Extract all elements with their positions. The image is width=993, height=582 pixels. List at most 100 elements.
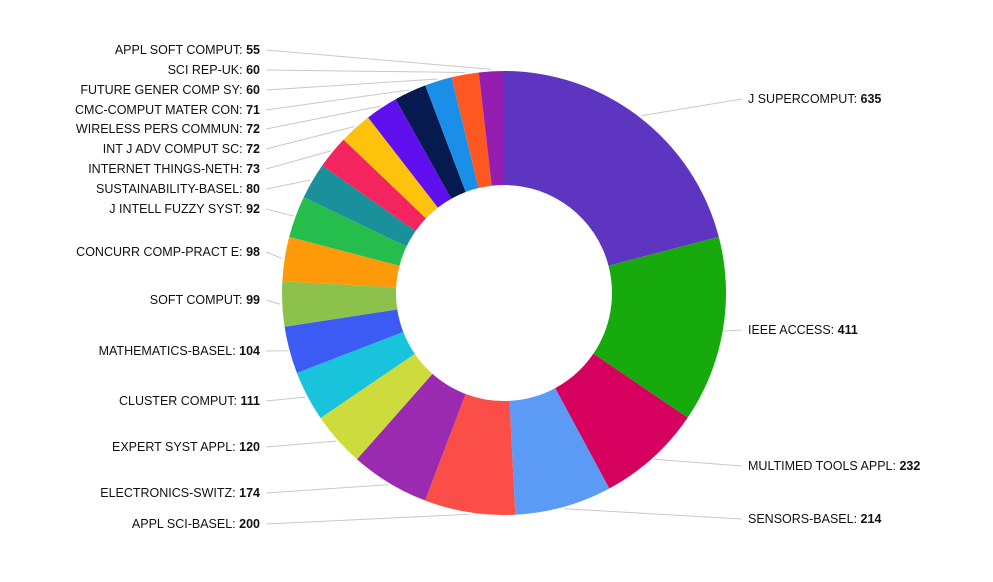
slice-cluster-comput xyxy=(296,331,415,419)
label-expert-syst-appl: EXPERT SYST APPL: 120 xyxy=(112,440,260,454)
label-name: APPL SCI-BASEL: xyxy=(132,517,239,531)
label-value: 73 xyxy=(246,162,260,176)
leader-concurr-comp-pract-e xyxy=(265,251,283,260)
label-sci-rep-uk: SCI REP-UK: 60 xyxy=(168,63,260,77)
slice-soft-comput xyxy=(282,281,398,327)
label-name: J SUPERCOMPUT: xyxy=(748,92,861,106)
label-sensors-basel: SENSORS-BASEL: 214 xyxy=(748,512,881,526)
slice-sustainability-basel xyxy=(303,165,416,247)
leader-appl-sci-basel xyxy=(265,513,470,525)
slice-ieee-access xyxy=(593,236,726,418)
label-value: 111 xyxy=(241,394,261,408)
slice-expert-syst-appl xyxy=(320,353,433,460)
label-name: SUSTAINABILITY-BASEL: xyxy=(96,182,246,196)
label-value: 60 xyxy=(246,83,260,97)
slice-electronics-switz xyxy=(356,373,466,501)
label-value: 99 xyxy=(246,293,260,307)
label-name: INT J ADV COMPUT SC: xyxy=(103,142,246,156)
label-value: 72 xyxy=(246,142,260,156)
label-name: MATHEMATICS-BASEL: xyxy=(99,344,240,358)
slice-appl-soft-comput xyxy=(478,71,504,186)
leader-cmc-comput-mater-con xyxy=(265,89,410,111)
leader-expert-syst-appl xyxy=(265,440,337,448)
label-name: J INTELL FUZZY SYST: xyxy=(109,202,246,216)
label-sustainability-basel: SUSTAINABILITY-BASEL: 80 xyxy=(96,182,260,196)
label-cmc-comput-mater-con: CMC-COMPUT MATER CON: 71 xyxy=(75,103,260,117)
leader-int-j-adv-comput-sc xyxy=(265,126,355,150)
donut-slices xyxy=(282,71,726,515)
leader-sustainability-basel xyxy=(265,179,311,190)
slice-internet-things-neth xyxy=(322,139,426,231)
leader-internet-things-neth xyxy=(265,150,331,170)
label-name: MULTIMED TOOLS APPL: xyxy=(748,459,899,473)
slice-multimed-tools-appl xyxy=(555,353,688,489)
slice-mathematics-basel xyxy=(284,309,404,373)
slice-j-supercomput xyxy=(504,71,719,266)
slice-j-intell-fuzzy-syst xyxy=(289,197,407,266)
label-value: 80 xyxy=(246,182,260,196)
slice-sci-rep-uk xyxy=(451,72,492,189)
slice-labels: J SUPERCOMPUT: 635 IEEE ACCESS: 411 MULTIM… xyxy=(75,43,920,531)
label-multimed-tools-appl: MULTIMED TOOLS APPL: 232 xyxy=(748,459,920,473)
label-j-supercomput: J SUPERCOMPUT: 635 xyxy=(748,92,881,106)
leader-ieee-access xyxy=(724,329,743,332)
leader-j-intell-fuzzy-syst xyxy=(265,208,294,217)
label-j-intell-fuzzy-syst: J INTELL FUZZY SYST: 92 xyxy=(109,202,260,216)
slice-wireless-pers-commun xyxy=(368,99,452,208)
leader-j-supercomput xyxy=(640,98,743,117)
slice-concurr-comp-pract-e xyxy=(282,236,400,288)
label-future-gener-comp-sy: FUTURE GENER COMP SY: 60 xyxy=(80,83,260,97)
label-name: SCI REP-UK: xyxy=(168,63,247,77)
label-appl-sci-basel: APPL SCI-BASEL: 200 xyxy=(132,517,260,531)
leader-soft-comput xyxy=(265,299,281,305)
leader-appl-soft-comput xyxy=(265,49,492,70)
leader-lines xyxy=(265,49,743,525)
leader-multimed-tools-appl xyxy=(654,458,743,467)
label-value: 92 xyxy=(246,202,260,216)
label-value: 635 xyxy=(861,92,882,106)
label-value: 232 xyxy=(899,459,920,473)
label-value: 55 xyxy=(246,43,260,57)
label-soft-comput: SOFT COMPUT: 99 xyxy=(150,293,260,307)
label-value: 214 xyxy=(861,512,882,526)
label-name: CMC-COMPUT MATER CON: xyxy=(75,103,246,117)
label-name: CLUSTER COMPUT: xyxy=(119,394,241,408)
label-wireless-pers-commun: WIRELESS PERS COMMUN: 72 xyxy=(76,122,260,136)
label-name: WIRELESS PERS COMMUN: xyxy=(76,122,246,136)
label-name: ELECTRONICS-SWITZ: xyxy=(100,486,239,500)
label-value: 72 xyxy=(246,122,260,136)
label-appl-soft-comput: APPL SOFT COMPUT: 55 xyxy=(115,43,260,57)
leader-wireless-pers-commun xyxy=(265,105,381,130)
slice-future-gener-comp-sy xyxy=(425,77,479,193)
label-value: 98 xyxy=(246,245,260,259)
slice-int-j-adv-comput-sc xyxy=(343,117,438,219)
label-name: INTERNET THINGS-NETH: xyxy=(88,162,246,176)
label-internet-things-neth: INTERNET THINGS-NETH: 73 xyxy=(88,162,260,176)
label-name: SENSORS-BASEL: xyxy=(748,512,861,526)
label-value: 174 xyxy=(239,486,260,500)
label-name: IEEE ACCESS: xyxy=(748,323,838,337)
label-mathematics-basel: MATHEMATICS-BASEL: 104 xyxy=(99,344,260,358)
label-name: APPL SOFT COMPUT: xyxy=(115,43,246,57)
leader-sci-rep-uk xyxy=(265,69,465,73)
label-value: 60 xyxy=(246,63,260,77)
leader-future-gener-comp-sy xyxy=(265,78,438,91)
label-name: FUTURE GENER COMP SY: xyxy=(80,83,246,97)
label-ieee-access: IEEE ACCESS: 411 xyxy=(748,323,858,337)
slice-sensors-basel xyxy=(509,388,610,515)
leader-electronics-switz xyxy=(265,484,389,494)
leader-sensors-basel xyxy=(564,508,743,520)
slice-cmc-comput-mater-con xyxy=(395,85,466,199)
label-value: 104 xyxy=(239,344,260,358)
slice-appl-sci-basel xyxy=(425,393,516,515)
label-value: 120 xyxy=(239,440,260,454)
label-cluster-comput: CLUSTER COMPUT: 111 xyxy=(119,394,260,408)
label-name: CONCURR COMP-PRACT E: xyxy=(76,245,246,259)
label-electronics-switz: ELECTRONICS-SWITZ: 174 xyxy=(100,486,260,500)
label-name: EXPERT SYST APPL: xyxy=(112,440,239,454)
label-value: 71 xyxy=(246,103,260,117)
label-value: 200 xyxy=(239,517,260,531)
label-int-j-adv-comput-sc: INT J ADV COMPUT SC: 72 xyxy=(103,142,260,156)
label-value: 411 xyxy=(838,323,858,337)
